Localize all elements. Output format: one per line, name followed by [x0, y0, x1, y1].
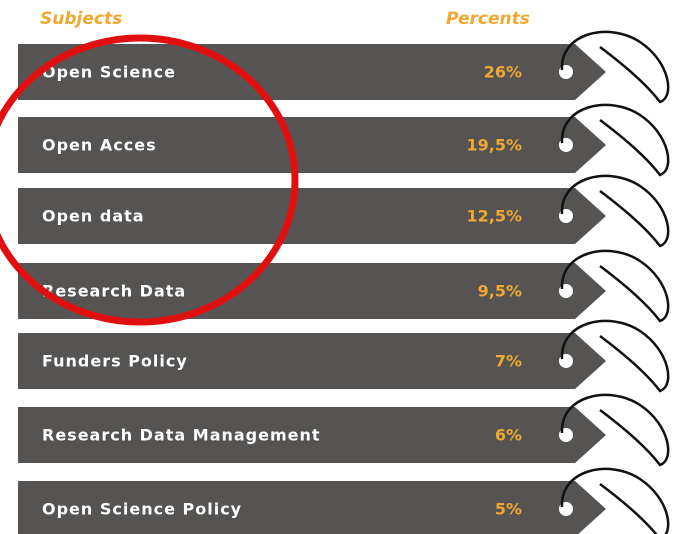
percent: 19,5%: [466, 136, 522, 155]
percent: 26%: [484, 63, 522, 82]
percent: 7%: [495, 352, 522, 371]
rows: Open Science 26% Open Acces 19,5% Open data 1…: [18, 32, 668, 534]
subjects-header: Subjects: [40, 9, 122, 29]
percent: 12,5%: [466, 207, 522, 226]
percent: 5%: [495, 500, 522, 519]
subject: Open Science: [42, 63, 176, 82]
subject: Funders Policy: [42, 352, 188, 371]
subject: Open Science Policy: [42, 500, 242, 519]
subject: Research Data: [42, 282, 186, 301]
percents-header: Percents: [446, 9, 530, 29]
infographic: Subjects Percents Open Science 26% Open Ac…: [0, 0, 679, 534]
subject: Open Acces: [42, 136, 157, 155]
percent: 6%: [495, 426, 522, 445]
subject: Open data: [42, 207, 145, 226]
percent: 9,5%: [478, 282, 522, 301]
subject: Research Data Management: [42, 426, 321, 445]
